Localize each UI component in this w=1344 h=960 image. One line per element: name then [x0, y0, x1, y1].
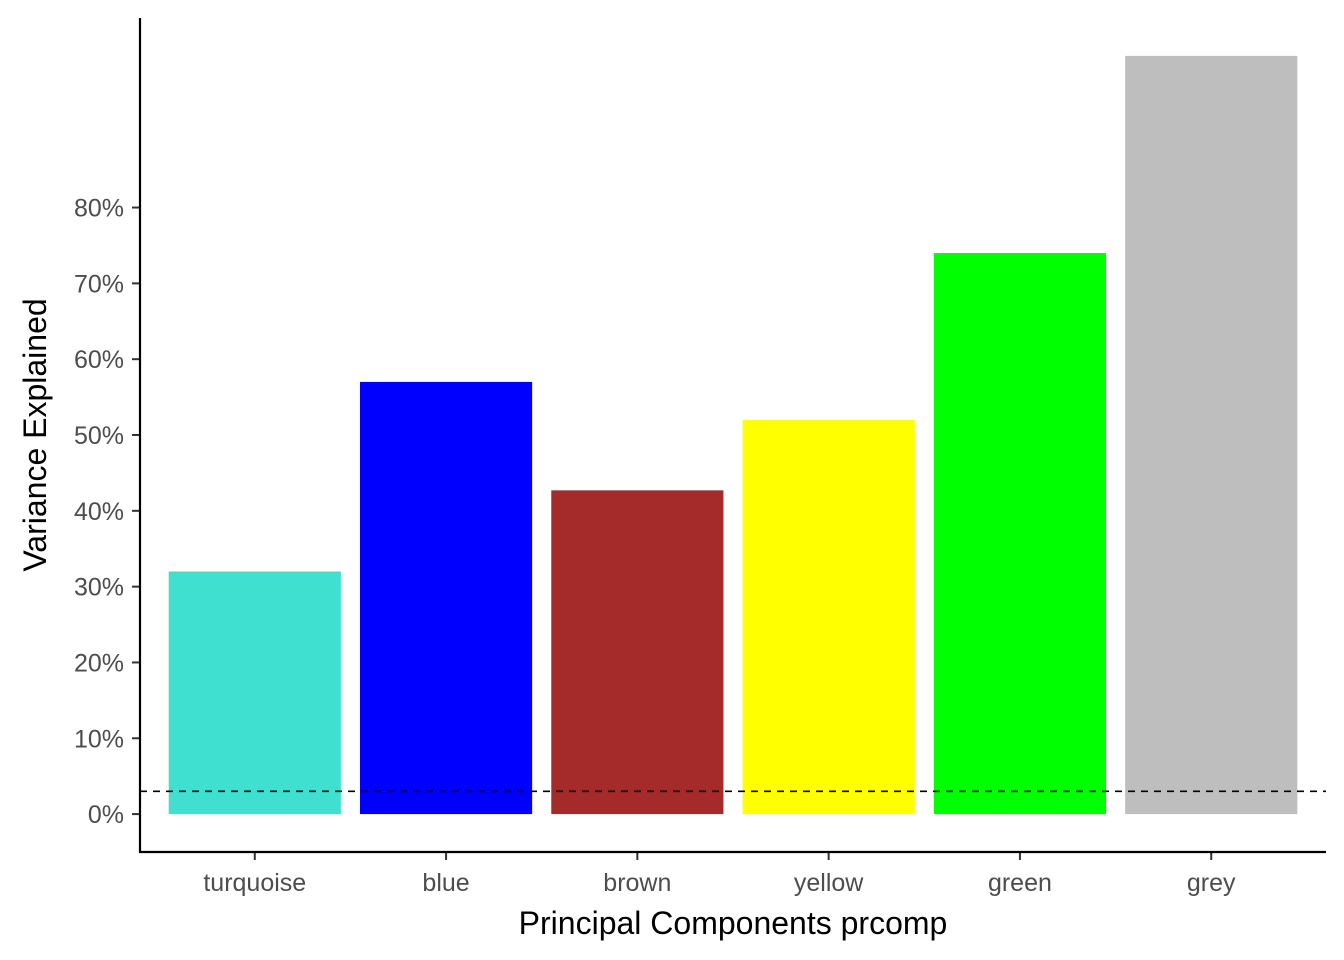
x-tick-label-brown: brown: [603, 869, 671, 897]
x-tick-label-grey: grey: [1187, 869, 1236, 897]
y-axis-title: Variance Explained: [17, 298, 53, 571]
x-axis-ticks: turquoise blue brown yellow green grey: [203, 852, 1236, 897]
bar-turquoise: [168, 571, 341, 815]
y-axis-ticks: 0% 10% 20% 30% 40% 50% 60% 70% 80%: [74, 195, 140, 829]
bar-blue: [359, 381, 533, 815]
y-tick-label: 30%: [74, 574, 124, 602]
y-tick-label: 50%: [74, 422, 124, 450]
bars-group: [168, 55, 1298, 815]
y-tick-label: 70%: [74, 270, 124, 298]
x-tick-label-yellow: yellow: [794, 869, 864, 897]
bar-grey: [1125, 55, 1298, 815]
bar-brown: [551, 490, 724, 815]
y-tick-label: 60%: [74, 346, 124, 374]
y-tick-label: 0%: [88, 801, 124, 829]
x-axis-title: Principal Components prcomp: [519, 905, 948, 941]
bar-yellow: [742, 419, 915, 815]
y-tick-label: 20%: [74, 649, 124, 677]
x-tick-label-blue: blue: [422, 869, 469, 897]
y-tick-label: 10%: [74, 725, 124, 753]
bar-green: [933, 253, 1107, 815]
y-tick-label: 40%: [74, 498, 124, 526]
x-tick-label-turquoise: turquoise: [203, 869, 306, 897]
x-tick-label-green: green: [988, 869, 1052, 897]
y-tick-label: 80%: [74, 195, 124, 223]
